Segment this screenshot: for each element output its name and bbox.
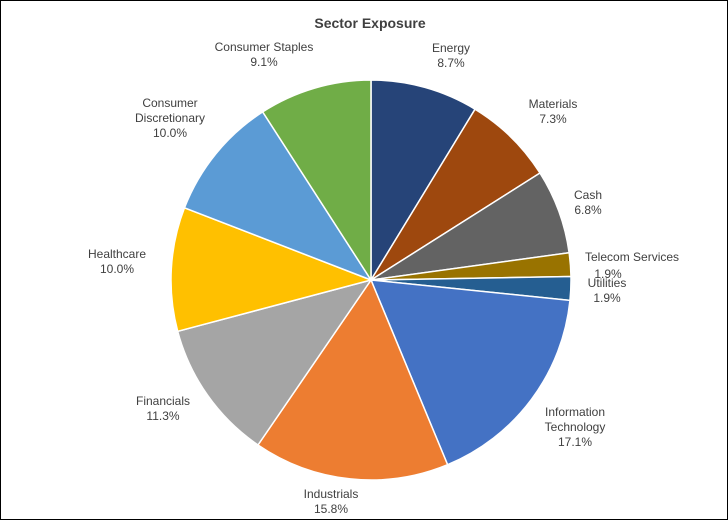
slice-label-industrials: Industrials 15.8% [304,487,359,516]
slice-label-consumer-discretionary: Consumer Discretionary 10.0% [135,96,205,140]
slice-label-materials: Materials 7.3% [529,97,578,126]
pie-slice-financials [176,278,373,447]
slice-label-information-technology: Information Technology 17.1% [545,405,606,449]
pie-slice-information-technology [369,279,571,466]
slice-label-telecom-services: Telecom Services [585,250,679,264]
pie-slice-consumer-staples [261,79,372,283]
pie-slices [170,79,572,481]
slice-labels: Energy 8.7% Materials 7.3% Cash 6.8% Telecom S… [88,40,679,516]
slice-label-utilities: Utilities 1.9% [588,276,627,305]
pie-slice-energy [370,79,477,283]
slice-label-cash: Cash 6.8% [574,188,602,217]
pie-slice-healthcare [170,206,374,333]
slice-label-consumer-staples: Consumer Staples 9.1% [215,40,314,69]
slice-value-telecom-services: 1.9% [594,267,622,281]
slice-label-healthcare: Healthcare 10.0% [88,247,146,276]
pie-slice-industrials [256,278,449,481]
slice-label-energy: Energy 8.7% [432,41,470,70]
slice-label-financials: Financials 11.3% [136,394,190,423]
chart-title: Sector Exposure [314,15,425,31]
pie-slice-consumer-discretionary [183,110,373,282]
